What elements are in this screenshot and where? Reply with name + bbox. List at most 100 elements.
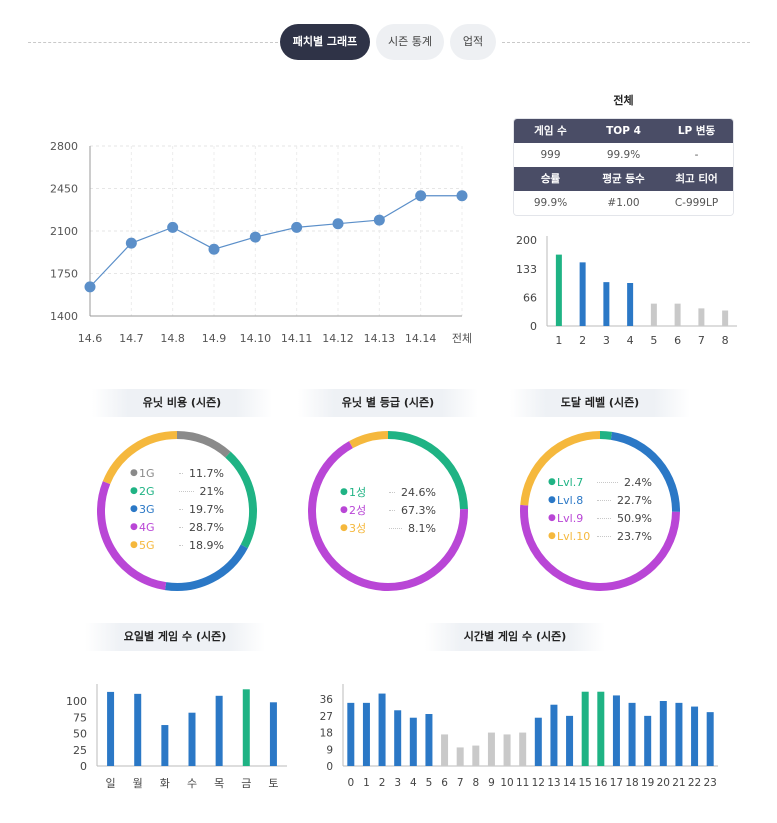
summary-winrate-value: 99.9% — [533, 197, 568, 209]
donut-segment — [520, 504, 680, 591]
summary-lp-value: - — [694, 149, 699, 161]
lp-point — [167, 221, 179, 233]
tab-patch-graph[interactable]: 패치별 그래프 — [280, 24, 370, 60]
level-legend: ● Lvl.7 2.4% ● Lvl.8 22.7% ● Lvl.9 50.9% ● Lvl.… — [548, 473, 652, 545]
tab-divider-right — [502, 42, 750, 43]
bar-y-tick: 18 — [320, 728, 333, 740]
bar-x-tick: 7 — [457, 777, 464, 789]
legend-dot: ● — [548, 477, 556, 487]
bar-x-tick: 금 — [241, 777, 251, 790]
bar-x-tick: 4 — [410, 777, 417, 789]
bar — [674, 303, 681, 326]
lp-y-tick: 1750 — [50, 268, 78, 281]
bar — [161, 725, 169, 766]
bar — [691, 706, 699, 766]
bar-x-tick: 20 — [657, 777, 670, 789]
lp-x-tick: 14.10 — [240, 332, 271, 345]
bar — [659, 701, 667, 766]
legend-leader — [179, 526, 184, 528]
legend-label: 5G — [139, 538, 155, 552]
donut-segment — [164, 544, 248, 591]
legend-dot: ● — [548, 531, 556, 541]
bar-y-tick: 133 — [516, 263, 537, 276]
unit-cost-donut — [97, 431, 257, 591]
legend-value: 28.7% — [189, 520, 224, 534]
bar — [650, 303, 657, 326]
unit-star-title: 유닛 별 등급 (시즌) — [298, 389, 478, 417]
bar-x-tick: 월 — [133, 777, 143, 790]
legend-value: 8.1% — [408, 521, 436, 535]
lp-x-tick: 14.9 — [202, 332, 227, 345]
bar — [603, 282, 610, 326]
bar-x-tick: 목 — [214, 777, 224, 790]
bar-y-tick: 66 — [523, 292, 537, 305]
bar-y-tick: 100 — [66, 695, 87, 708]
bar-x-tick: 11 — [516, 777, 529, 789]
bar-y-tick: 27 — [320, 711, 333, 723]
donut-segment — [97, 481, 167, 591]
lp-y-tick: 1400 — [50, 310, 78, 323]
legend-dot: ● — [130, 522, 138, 532]
hourly-title: 시간별 게임 수 (시즌) — [425, 623, 605, 651]
legend-leader — [179, 472, 184, 474]
legend-dot: ● — [130, 540, 138, 550]
bar-x-tick: 9 — [488, 777, 495, 789]
lp-point — [332, 218, 344, 230]
bar-y-tick: 50 — [73, 728, 87, 741]
summary-tier-value: C-999LP — [674, 197, 719, 209]
lp-x-axis: 14.6 14.7 14.8 14.9 14.10 14.11 14.12 14.13 14.1… — [78, 332, 472, 345]
legend-value: 11.7% — [189, 466, 224, 480]
bar — [706, 712, 714, 766]
bar-x-tick: 화 — [160, 777, 170, 790]
tab-achievements[interactable]: 업적 — [450, 24, 496, 60]
unit-cost-legend: ● 1G 11.7% ● 2G 21% ● 3G 19.7% ● 4G 28.7% ● 5G 18.… — [130, 464, 224, 554]
lp-x-tick: 14.6 — [78, 332, 103, 345]
lp-x-tick: 전체 — [452, 332, 472, 345]
bar — [597, 691, 605, 766]
lp-point — [415, 190, 427, 202]
bar-x-tick: 16 — [594, 777, 608, 789]
bar — [134, 693, 142, 766]
summary-value-row-1: 999 99.9% - — [514, 143, 733, 167]
legend-item: ● 3G 19.7% — [130, 500, 224, 518]
summary-header-row-1: 게임 수 TOP 4 LP 변동 — [514, 119, 733, 143]
lp-points — [84, 190, 468, 293]
bar-x-tick: 17 — [610, 777, 623, 789]
legend-value: 67.3% — [401, 503, 436, 517]
legend-dot: ● — [130, 504, 138, 514]
lp-grid — [89, 145, 463, 317]
legend-item: ● 3성 8.1% — [340, 519, 436, 537]
bar — [378, 693, 386, 766]
legend-dot: ● — [340, 523, 348, 533]
bar — [347, 702, 355, 766]
legend-label: 3G — [139, 502, 155, 516]
bar — [566, 715, 574, 766]
placement-bar-chart: 0 66 133 200 1 2 3 4 5 6 7 8 — [516, 234, 737, 347]
bar-x-tick: 3 — [603, 334, 610, 347]
legend-item: ● 2G 21% — [130, 482, 224, 500]
legend-label: 3성 — [349, 522, 367, 535]
lp-y-tick: 2800 — [50, 140, 78, 153]
lp-x-tick: 14.14 — [405, 332, 437, 345]
legend-leader — [179, 490, 194, 492]
lp-y-axis: 1400 1750 2100 2450 2800 — [50, 140, 78, 323]
legend-label: 1성 — [349, 486, 367, 499]
bar — [579, 262, 586, 326]
donut-segment — [176, 431, 231, 458]
bar — [394, 710, 402, 766]
summary-value-row-2: 99.9% #1.00 C-999LP — [514, 191, 733, 215]
legend-dot: ● — [340, 487, 348, 497]
summary-avg-value: #1.00 — [607, 197, 640, 209]
bar — [107, 691, 115, 766]
tab-season-stats[interactable]: 시즌 통계 — [376, 24, 444, 60]
bar-x-tick: 0 — [347, 777, 354, 789]
legend-item: ● Lvl.8 22.7% — [548, 491, 652, 509]
bar-x-tick: 19 — [641, 777, 654, 789]
lp-series-line — [89, 195, 462, 288]
legend-leader — [179, 544, 184, 546]
bar — [722, 310, 729, 326]
lp-x-tick: 14.7 — [119, 332, 144, 345]
donut-segment — [520, 431, 601, 506]
bar — [456, 747, 464, 766]
bar-x-tick: 1 — [363, 777, 370, 789]
